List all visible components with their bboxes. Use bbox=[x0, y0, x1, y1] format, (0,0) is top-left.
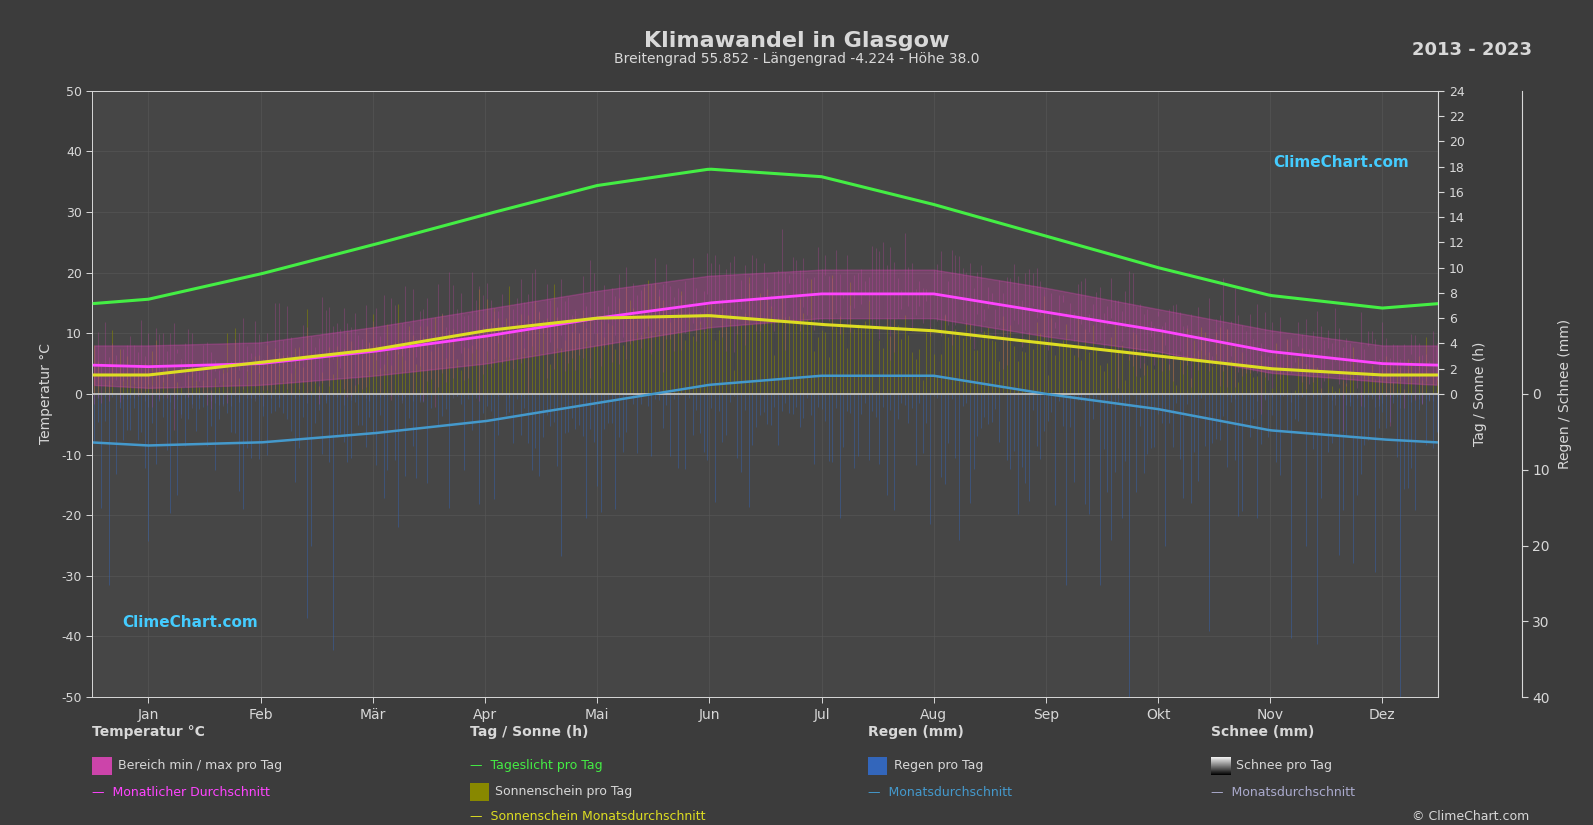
Y-axis label: Regen / Schnee (mm): Regen / Schnee (mm) bbox=[1558, 319, 1572, 469]
Y-axis label: Temperatur °C: Temperatur °C bbox=[40, 343, 53, 445]
Text: —  Monatsdurchschnitt: — Monatsdurchschnitt bbox=[1211, 785, 1354, 799]
Text: Schnee pro Tag: Schnee pro Tag bbox=[1236, 759, 1332, 772]
Text: Tag / Sonne (h): Tag / Sonne (h) bbox=[470, 725, 588, 739]
Text: ClimeChart.com: ClimeChart.com bbox=[1273, 154, 1408, 170]
Y-axis label: Tag / Sonne (h): Tag / Sonne (h) bbox=[1474, 342, 1488, 446]
Text: Temperatur °C: Temperatur °C bbox=[92, 725, 205, 739]
Text: Breitengrad 55.852 - Längengrad -4.224 - Höhe 38.0: Breitengrad 55.852 - Längengrad -4.224 -… bbox=[613, 52, 980, 66]
Text: Sonnenschein pro Tag: Sonnenschein pro Tag bbox=[495, 785, 632, 799]
Text: Regen pro Tag: Regen pro Tag bbox=[894, 759, 983, 772]
Text: —  Sonnenschein Monatsdurchschnitt: — Sonnenschein Monatsdurchschnitt bbox=[470, 810, 706, 823]
Text: —  Monatsdurchschnitt: — Monatsdurchschnitt bbox=[868, 785, 1012, 799]
Text: ClimeChart.com: ClimeChart.com bbox=[123, 615, 258, 630]
Text: 2013 - 2023: 2013 - 2023 bbox=[1413, 41, 1532, 59]
Text: Bereich min / max pro Tag: Bereich min / max pro Tag bbox=[118, 759, 282, 772]
Text: Klimawandel in Glasgow: Klimawandel in Glasgow bbox=[644, 31, 949, 51]
Text: —  Tageslicht pro Tag: — Tageslicht pro Tag bbox=[470, 759, 602, 772]
Text: Regen (mm): Regen (mm) bbox=[868, 725, 964, 739]
Text: © ClimeChart.com: © ClimeChart.com bbox=[1411, 810, 1529, 823]
Text: —  Monatlicher Durchschnitt: — Monatlicher Durchschnitt bbox=[92, 785, 271, 799]
Text: Schnee (mm): Schnee (mm) bbox=[1211, 725, 1314, 739]
